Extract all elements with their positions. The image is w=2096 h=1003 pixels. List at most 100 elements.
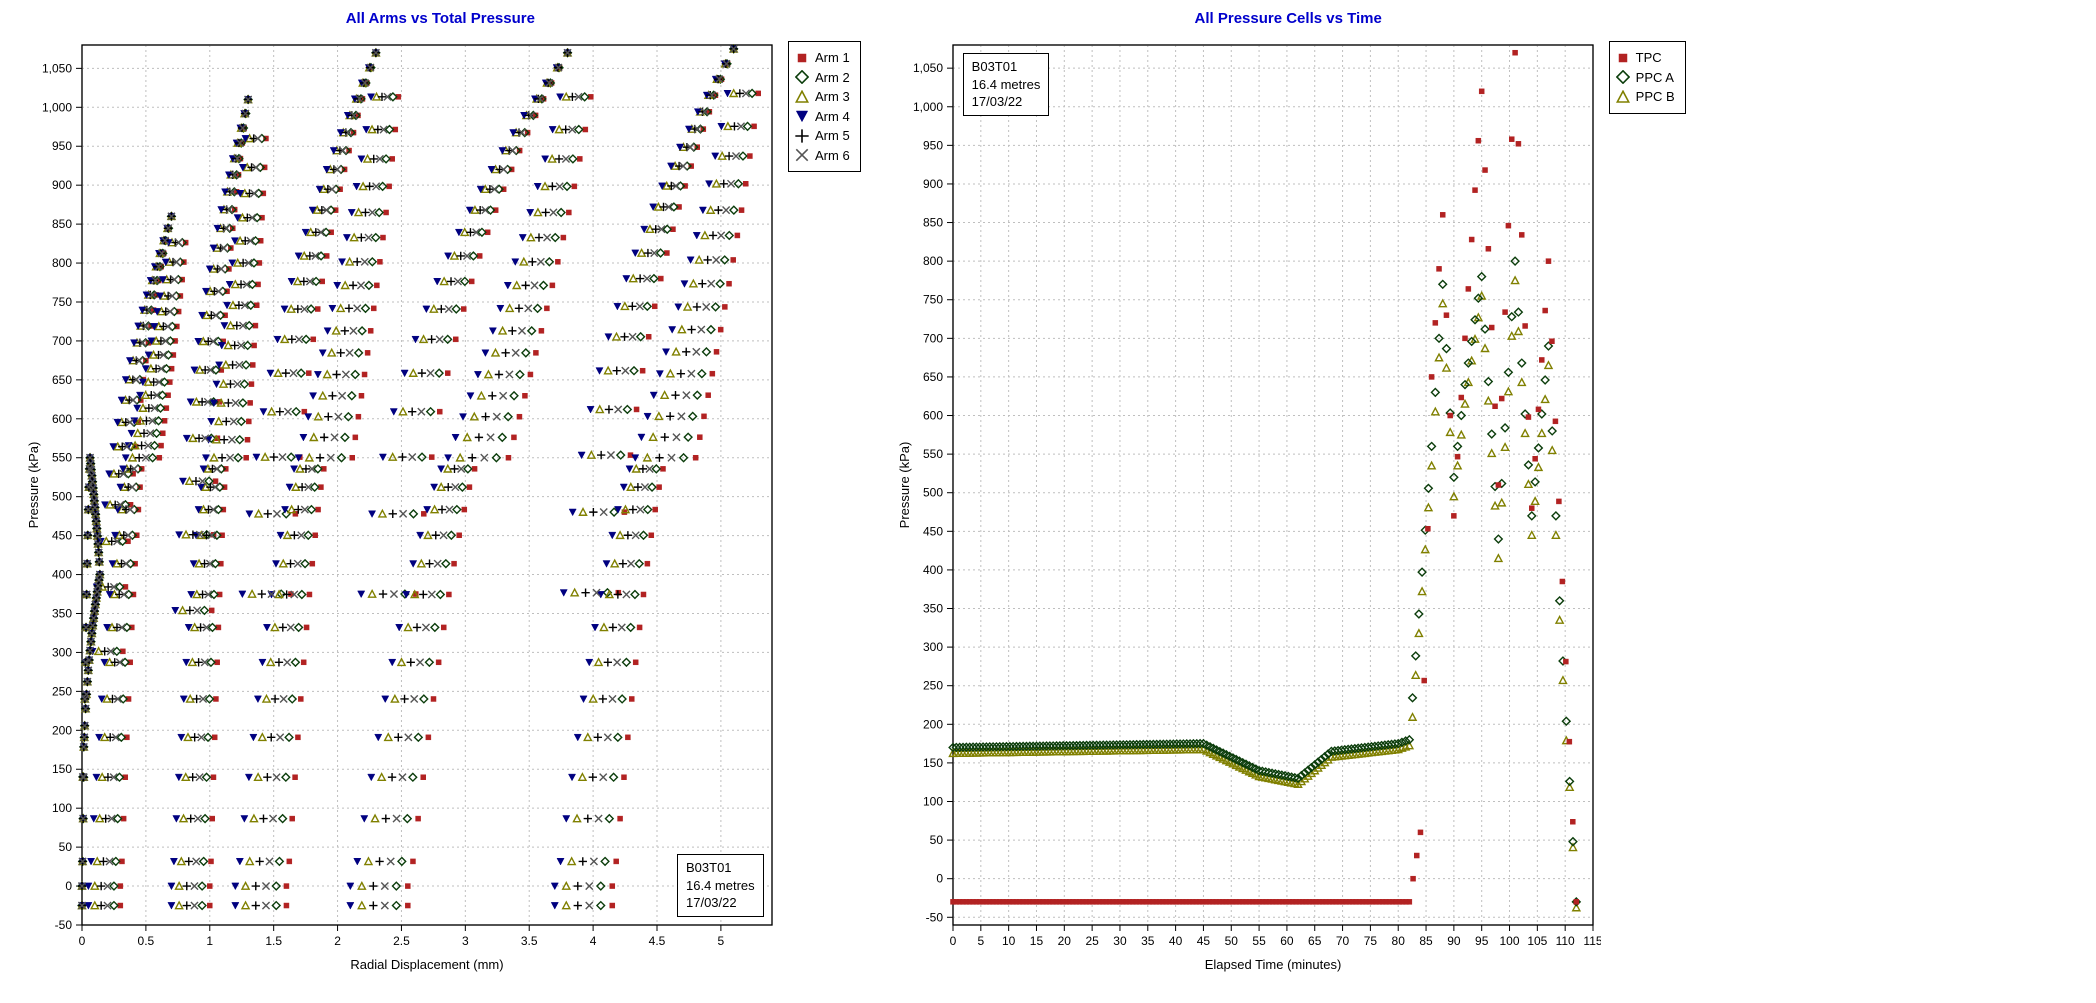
svg-text:650: 650 xyxy=(923,370,943,384)
svg-text:20: 20 xyxy=(1057,934,1071,948)
svg-text:Pressure (kPa): Pressure (kPa) xyxy=(897,442,912,529)
svg-text:1: 1 xyxy=(206,934,213,948)
svg-text:110: 110 xyxy=(1555,934,1574,948)
svg-text:400: 400 xyxy=(923,563,943,577)
legend-item: Arm 1 xyxy=(795,48,850,68)
svg-text:-50: -50 xyxy=(55,918,73,932)
svg-text:350: 350 xyxy=(52,606,72,620)
chart-left: 00.511.522.533.544.55-500501001502002503… xyxy=(20,31,780,984)
svg-text:3: 3 xyxy=(462,934,469,948)
legend-label: TPC xyxy=(1636,48,1662,68)
svg-text:2: 2 xyxy=(334,934,341,948)
legend-item: Arm 2 xyxy=(795,68,850,88)
svg-text:60: 60 xyxy=(1280,934,1294,948)
svg-text:250: 250 xyxy=(52,684,72,698)
legend-item: TPC xyxy=(1616,48,1675,68)
svg-text:Elapsed Time (minutes): Elapsed Time (minutes) xyxy=(1204,957,1341,972)
svg-text:450: 450 xyxy=(52,529,72,543)
svg-text:100: 100 xyxy=(923,794,943,808)
svg-text:750: 750 xyxy=(52,295,72,309)
info-test-id: B03T01 xyxy=(972,58,1041,76)
svg-text:0.5: 0.5 xyxy=(138,934,155,948)
legend-label: Arm 3 xyxy=(815,87,850,107)
svg-text:4.5: 4.5 xyxy=(649,934,666,948)
svg-text:55: 55 xyxy=(1252,934,1266,948)
chart-title-right: All Pressure Cells vs Time xyxy=(1195,10,1382,27)
svg-text:100: 100 xyxy=(52,801,72,815)
svg-text:1,050: 1,050 xyxy=(42,61,72,75)
svg-text:10: 10 xyxy=(1002,934,1016,948)
svg-text:15: 15 xyxy=(1029,934,1043,948)
legend-left: Arm 1Arm 2Arm 3Arm 4Arm 5Arm 6 xyxy=(788,41,861,172)
legend-item: Arm 4 xyxy=(795,107,850,127)
svg-text:-50: -50 xyxy=(925,910,943,924)
svg-text:75: 75 xyxy=(1363,934,1377,948)
svg-text:0: 0 xyxy=(79,934,86,948)
svg-text:550: 550 xyxy=(52,451,72,465)
legend-label: PPC B xyxy=(1636,87,1675,107)
info-depth: 16.4 metres xyxy=(972,76,1041,94)
info-date: 17/03/22 xyxy=(972,93,1041,111)
svg-text:65: 65 xyxy=(1308,934,1322,948)
legend-item: Arm 6 xyxy=(795,146,850,166)
svg-text:1,000: 1,000 xyxy=(42,100,72,114)
info-test-id: B03T01 xyxy=(686,859,755,877)
page: All Arms vs Total Pressure 0 0.5 1 1.5 2 2.5 3… xyxy=(0,0,2096,1003)
legend-label: PPC A xyxy=(1636,68,1674,88)
svg-text:950: 950 xyxy=(52,139,72,153)
svg-text:200: 200 xyxy=(923,717,943,731)
svg-text:50: 50 xyxy=(1224,934,1238,948)
svg-text:850: 850 xyxy=(923,216,943,230)
svg-text:1,050: 1,050 xyxy=(913,61,943,75)
svg-text:105: 105 xyxy=(1527,934,1547,948)
svg-text:0: 0 xyxy=(65,879,72,893)
svg-text:2.5: 2.5 xyxy=(393,934,410,948)
info-depth: 16.4 metres xyxy=(686,877,755,895)
svg-text:5: 5 xyxy=(977,934,984,948)
svg-text:3.5: 3.5 xyxy=(521,934,538,948)
svg-text:400: 400 xyxy=(52,568,72,582)
legend-item: Arm 3 xyxy=(795,87,850,107)
svg-text:0: 0 xyxy=(936,872,943,886)
svg-text:45: 45 xyxy=(1196,934,1210,948)
svg-text:700: 700 xyxy=(52,334,72,348)
left-panel: All Arms vs Total Pressure 0 0.5 1 1.5 2 2.5 3… xyxy=(20,10,861,984)
svg-text:40: 40 xyxy=(1169,934,1183,948)
legend-label: Arm 1 xyxy=(815,48,850,68)
svg-text:0: 0 xyxy=(949,934,956,948)
legend-label: Arm 5 xyxy=(815,126,850,146)
svg-text:250: 250 xyxy=(923,679,943,693)
legend-item: PPC B xyxy=(1616,87,1675,107)
svg-text:750: 750 xyxy=(923,293,943,307)
chart-title-left: All Arms vs Total Pressure xyxy=(346,10,535,27)
svg-text:50: 50 xyxy=(929,833,943,847)
legend-item: PPC A xyxy=(1616,68,1675,88)
svg-text:Radial Displacement (mm): Radial Displacement (mm) xyxy=(350,957,503,972)
svg-text:1,000: 1,000 xyxy=(913,100,943,114)
svg-text:5: 5 xyxy=(718,934,725,948)
legend-label: Arm 6 xyxy=(815,146,850,166)
svg-text:90: 90 xyxy=(1447,934,1461,948)
svg-text:600: 600 xyxy=(923,409,943,423)
svg-text:500: 500 xyxy=(923,486,943,500)
svg-text:70: 70 xyxy=(1336,934,1350,948)
svg-text:600: 600 xyxy=(52,412,72,426)
svg-text:850: 850 xyxy=(52,217,72,231)
svg-text:35: 35 xyxy=(1141,934,1155,948)
svg-text:80: 80 xyxy=(1391,934,1405,948)
svg-text:350: 350 xyxy=(923,602,943,616)
svg-text:300: 300 xyxy=(52,645,72,659)
svg-text:25: 25 xyxy=(1085,934,1099,948)
svg-text:800: 800 xyxy=(52,256,72,270)
svg-text:Pressure (kPa): Pressure (kPa) xyxy=(26,442,41,529)
svg-text:300: 300 xyxy=(923,640,943,654)
info-box: B03T0116.4 metres17/03/22 xyxy=(677,854,764,917)
legend-label: Arm 4 xyxy=(815,107,850,127)
svg-text:950: 950 xyxy=(923,138,943,152)
svg-text:500: 500 xyxy=(52,490,72,504)
svg-text:1.5: 1.5 xyxy=(265,934,282,948)
svg-text:700: 700 xyxy=(923,331,943,345)
svg-text:900: 900 xyxy=(52,178,72,192)
svg-text:4: 4 xyxy=(590,934,597,948)
legend-right: TPCPPC APPC B xyxy=(1609,41,1686,114)
